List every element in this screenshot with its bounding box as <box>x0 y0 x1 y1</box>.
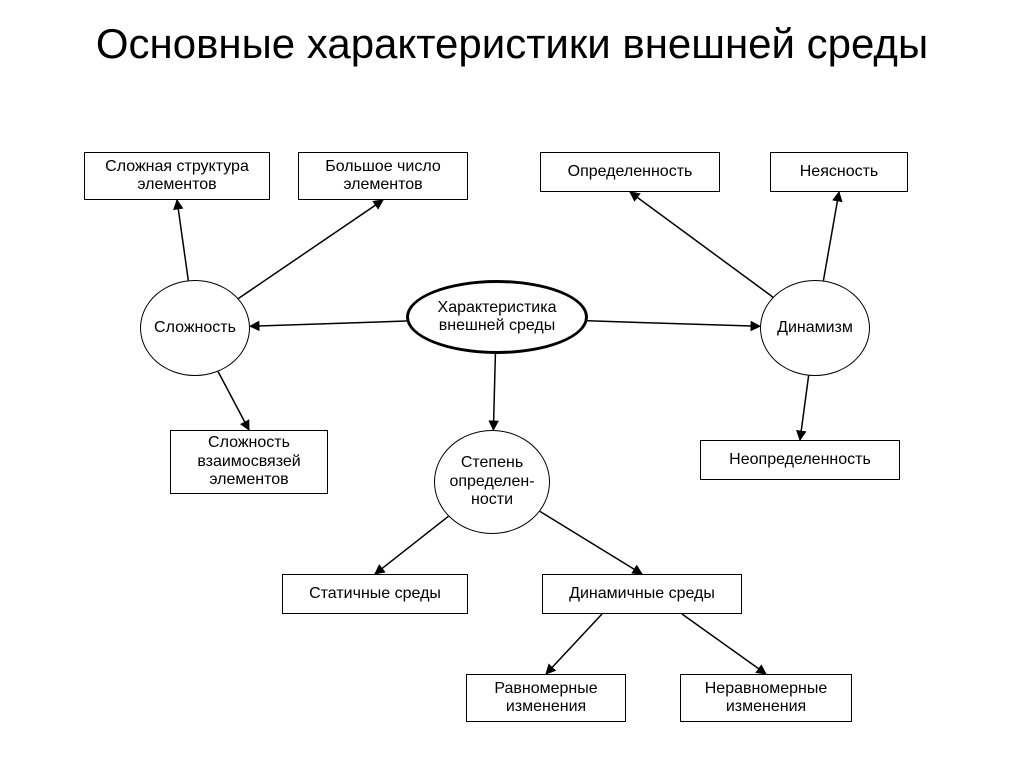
node-box_nonuniform: Неравномерные изменения <box>680 674 852 722</box>
node-box_unclear: Неясность <box>770 152 908 192</box>
edge-central-certainty_deg <box>493 354 495 430</box>
edge-certainty_deg-box_dynamic <box>540 511 642 574</box>
node-complexity: Сложность <box>140 280 250 376</box>
node-certainty_deg: Степень определен-ности <box>434 430 550 534</box>
edge-complexity-box_struct <box>177 200 188 280</box>
edge-complexity-box_many <box>238 200 383 299</box>
page-title: Основные характеристики внешней среды <box>0 20 1024 68</box>
node-box_complex_rel: Сложность взаимосвязей элементов <box>170 430 328 494</box>
node-box_many: Большое число элементов <box>298 152 468 200</box>
node-dynamism: Динамизм <box>760 280 870 376</box>
node-box_indet: Неопределенность <box>700 440 900 480</box>
edge-box_dynamic-box_uniform <box>546 614 602 674</box>
node-box_struct: Сложная структура элементов <box>84 152 270 200</box>
edge-complexity-box_complex_rel <box>218 372 249 430</box>
edge-central-complexity <box>250 321 407 326</box>
edge-box_dynamic-box_nonuniform <box>682 614 766 674</box>
edge-certainty_deg-box_static <box>375 516 448 574</box>
edge-dynamism-box_indet <box>800 376 809 440</box>
node-box_determ: Определенность <box>540 152 720 192</box>
node-box_uniform: Равномерные изменения <box>466 674 626 722</box>
edge-central-dynamism <box>588 321 761 327</box>
edge-dynamism-box_determ <box>630 192 773 297</box>
diagram-stage: Основные характеристики внешней среды Ха… <box>0 0 1024 767</box>
node-central: Характеристика внешней среды <box>406 280 588 354</box>
node-box_static: Статичные среды <box>282 574 468 614</box>
node-box_dynamic: Динамичные среды <box>542 574 742 614</box>
edge-dynamism-box_unclear <box>823 192 839 281</box>
edges-layer <box>0 0 1024 767</box>
